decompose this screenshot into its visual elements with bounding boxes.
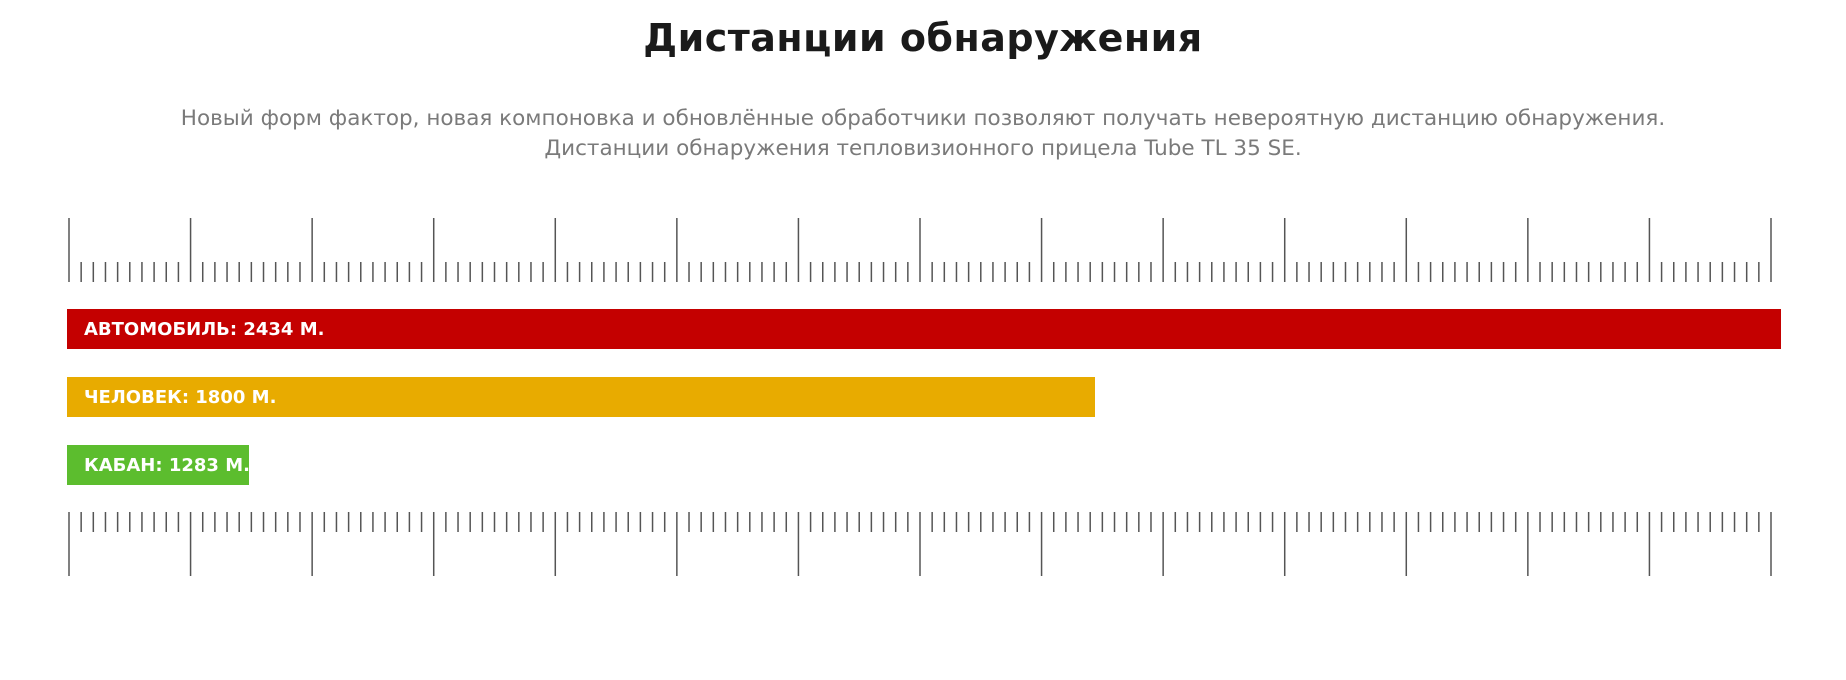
ruler-top <box>67 218 1773 282</box>
page-subtitle: Новый форм фактор, новая компоновка и об… <box>0 104 1846 164</box>
bar-1: АВТОМОБИЛЬ: 2434 М. <box>67 309 1781 349</box>
subtitle-line-2: Дистанции обнаружения тепловизионного пр… <box>544 136 1302 161</box>
ruler-bottom-svg <box>68 512 1772 576</box>
ruler-top-svg <box>68 218 1772 282</box>
bar-3: КАБАН: 1283 М. <box>67 445 250 485</box>
page-title: Дистанции обнаружения <box>643 16 1203 60</box>
bar-label: КАБАН: 1283 М. <box>84 454 250 476</box>
bar-label: ЧЕЛОВЕК: 1800 М. <box>84 386 277 408</box>
bar-label: АВТОМОБИЛЬ: 2434 М. <box>84 318 325 340</box>
subtitle-line-1: Новый форм фактор, новая компоновка и об… <box>180 106 1666 131</box>
ruler-bottom <box>67 512 1773 576</box>
bar-2: ЧЕЛОВЕК: 1800 М. <box>67 377 1095 417</box>
